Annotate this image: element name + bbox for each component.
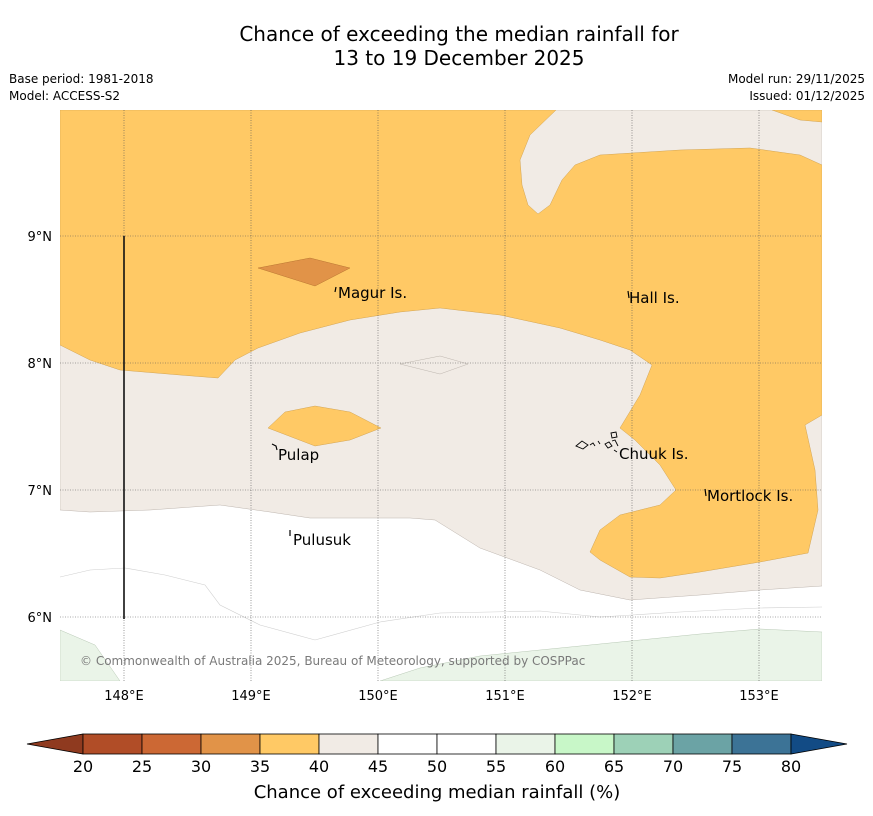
colorbar-ticks: 20 25 30 35 40 45 50 55 60 65 70 75 80 — [73, 757, 801, 776]
region-35-40-pulap — [267, 405, 382, 447]
lon-label-153: 153°E — [739, 689, 779, 704]
lon-label-152: 152°E — [612, 689, 652, 704]
lon-label-150: 150°E — [358, 689, 398, 704]
tick-40: 40 — [309, 757, 329, 776]
colorbar-bin-50-55 — [436, 733, 497, 755]
place-labels: Magur Is. Hall Is. Pulap Chuuk Is. Mortl… — [278, 284, 793, 549]
region-40-45-island — [399, 355, 469, 375]
colorbar-bin-30-35 — [200, 733, 261, 755]
tick-65: 65 — [604, 757, 624, 776]
region-55-60 — [60, 629, 121, 681]
tick-35: 35 — [250, 757, 270, 776]
tick-50: 50 — [427, 757, 447, 776]
label-mortlock: Mortlock Is. — [707, 487, 793, 505]
colorbar-bin-20-25 — [82, 733, 143, 755]
label-pulap: Pulap — [278, 446, 319, 464]
colorbar-bin-35-40 — [259, 733, 320, 755]
tick-30: 30 — [191, 757, 211, 776]
tick-20: 20 — [73, 757, 93, 776]
region-35-40-north — [60, 110, 822, 579]
island-pulap — [271, 443, 278, 451]
island-hall — [627, 290, 630, 299]
colorbar-bin-70-75 — [672, 733, 733, 755]
colorbar-bin-60-65 — [554, 733, 615, 755]
islands — [271, 286, 707, 536]
colorbar-arrow-right — [790, 733, 848, 755]
map-area: Magur Is. Hall Is. Pulap Chuuk Is. Mortl… — [60, 110, 822, 681]
label-pulusuk: Pulusuk — [293, 531, 351, 549]
tick-70: 70 — [663, 757, 683, 776]
lat-label-8: 8°N — [28, 357, 53, 372]
lat-label-7: 7°N — [28, 484, 53, 499]
map-title: Chance of exceeding the median rainfall … — [0, 22, 873, 70]
colorbar-arrow-left — [26, 733, 84, 755]
colorbar-bin-65-70 — [613, 733, 674, 755]
tick-75: 75 — [722, 757, 742, 776]
tick-60: 60 — [545, 757, 565, 776]
island-mortlock — [704, 488, 707, 497]
label-chuuk: Chuuk Is. — [619, 445, 688, 463]
colorbar-bin-40-45 — [318, 733, 379, 755]
lon-label-149: 149°E — [231, 689, 271, 704]
lat-label-6: 6°N — [28, 611, 53, 626]
meta-right: Model run: 29/11/2025 Issued: 01/12/2025 — [728, 71, 865, 105]
region-35-40-corner — [771, 110, 822, 123]
lat-labels: 9°N 8°N 7°N 6°N — [28, 230, 53, 626]
copyright-text: © Commonwealth of Australia 2025, Bureau… — [80, 654, 585, 668]
colorbar-bin-45-50 — [377, 733, 438, 755]
colorbar-bin-55-60 — [495, 733, 556, 755]
gridlines — [60, 110, 822, 681]
lat-label-9: 9°N — [28, 230, 53, 245]
colorbar-bin-25-30 — [141, 733, 202, 755]
tick-45: 45 — [368, 757, 388, 776]
model-text: Model: ACCESS-S2 — [9, 89, 121, 103]
model-run-text: Model run: 29/11/2025 — [727, 72, 865, 86]
colorbar-bin-75-80 — [731, 733, 792, 755]
region-30-35 — [257, 257, 351, 287]
lon-label-151: 151°E — [485, 689, 525, 704]
tick-80: 80 — [781, 757, 801, 776]
tick-55: 55 — [486, 757, 506, 776]
lon-labels: 148°E 149°E 150°E 151°E 152°E 153°E — [104, 689, 779, 704]
base-period-text: Base period: 1981-2018 — [9, 72, 154, 86]
label-magur: Magur Is. — [338, 284, 407, 302]
island-magur — [334, 286, 337, 293]
title-line-2: 13 to 19 December 2025 — [333, 46, 585, 70]
title-line-1: Chance of exceeding the median rainfall … — [239, 22, 679, 46]
meta-left: Base period: 1981-2018 Model: ACCESS-S2 — [9, 71, 154, 105]
lon-label-148: 148°E — [104, 689, 144, 704]
tick-25: 25 — [132, 757, 152, 776]
colorbar-title: Chance of exceeding median rainfall (%) — [254, 782, 621, 803]
region-55-60-east — [379, 628, 822, 681]
colorbar — [26, 733, 848, 755]
contour-line-1 — [60, 567, 822, 641]
island-chuuk — [575, 431, 619, 453]
label-hall: Hall Is. — [629, 289, 680, 307]
issued-text: Issued: 01/12/2025 — [749, 89, 865, 103]
